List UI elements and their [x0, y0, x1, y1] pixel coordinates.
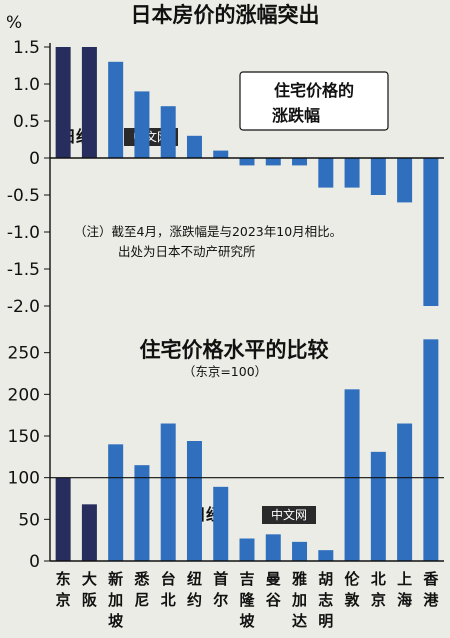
x-category-label: 纽 [187, 570, 202, 588]
x-category-label: 京 [371, 591, 386, 609]
bar-北京 [370, 451, 386, 561]
bar-吉隆坡 [239, 538, 255, 561]
x-category-label: 北 [161, 591, 176, 609]
legend-line-2: 涨跌幅 [272, 106, 320, 125]
bar-大阪 [81, 47, 97, 158]
bar-上海 [397, 158, 413, 203]
bar-吉隆坡 [239, 158, 255, 166]
bar-曼谷 [265, 158, 281, 166]
x-category-label: 北 [371, 570, 386, 588]
bar-大阪 [81, 504, 97, 561]
x-category-label: 上 [397, 570, 412, 588]
bar-曼谷 [265, 534, 281, 561]
bar-胡志明 [318, 158, 334, 188]
y-tick-label: 250 [8, 344, 40, 364]
bar-台北 [160, 106, 176, 158]
y-tick-label: 1.5 [13, 38, 40, 58]
note-line-2: 出处为日本不动产研究所 [118, 244, 256, 259]
bar-伦敦 [344, 389, 360, 561]
x-category-label: 东 [56, 570, 71, 588]
y-tick-label: 0 [29, 149, 40, 169]
chart2-title: 住宅价格水平的比较 [140, 338, 329, 362]
bar-东京 [55, 47, 71, 158]
bar-北京 [370, 158, 386, 195]
bar-首尔 [213, 150, 229, 158]
x-category-label: 港 [423, 591, 439, 609]
bar-香港 [423, 339, 439, 561]
x-category-label: 加 [291, 591, 307, 609]
y-tick-label: -1.5 [7, 260, 40, 280]
x-category-label: 坡 [108, 612, 123, 630]
bar-东京 [55, 477, 71, 561]
x-category-label: 敦 [345, 591, 361, 609]
y-tick-label: -0.5 [7, 186, 40, 206]
watermark-badge [262, 506, 316, 524]
x-category-label: 台 [161, 570, 176, 588]
bar-纽约 [186, 135, 202, 158]
y-tick-label: 1.0 [13, 75, 40, 95]
bar-新加坡 [108, 61, 124, 158]
y-tick-label: -2.0 [7, 297, 40, 317]
y-tick-label: 200 [8, 385, 40, 405]
x-category-label: 海 [397, 591, 412, 609]
x-category-label: 香 [423, 570, 438, 588]
x-category-label: 吉 [239, 570, 254, 588]
bar-悉尼 [134, 91, 150, 158]
bar-雅加达 [292, 158, 308, 166]
x-category-label: 阪 [82, 591, 98, 609]
x-category-label: 谷 [266, 591, 282, 609]
x-category-label: 曼 [266, 570, 281, 588]
y-tick-label: 0 [29, 552, 40, 572]
y-tick-label: 0.5 [13, 112, 40, 132]
legend-line-1: 住宅价格的 [274, 81, 354, 100]
x-category-label: 胡 [318, 570, 333, 588]
x-category-label: 首 [213, 570, 228, 588]
x-category-label: 加 [107, 591, 123, 609]
y-tick-label: -1.0 [7, 223, 40, 243]
bar-台北 [160, 423, 176, 561]
x-category-label: 京 [56, 591, 71, 609]
x-category-label: 尼 [134, 591, 149, 609]
bar-纽约 [186, 441, 202, 561]
x-category-label: 达 [292, 612, 307, 630]
chart2-subtitle: （东京=100） [183, 364, 267, 379]
y-axis-unit: % [6, 13, 22, 33]
bar-悉尼 [134, 465, 150, 561]
watermark-text: 中文网 [271, 507, 307, 522]
x-category-label: 悉 [133, 570, 150, 588]
x-category-label: 新 [108, 570, 123, 588]
x-category-label: 志 [318, 591, 333, 609]
x-category-label: 隆 [239, 591, 255, 609]
watermark-bottom: 日经 中文网 [190, 505, 316, 524]
x-category-label: 雅 [291, 570, 307, 588]
y-tick-label: 50 [18, 510, 40, 530]
x-category-label: 约 [187, 591, 202, 609]
chart-marks: 1.5 1.0 0.5 0 -0.5 -1.0 -1.5 -2.0 250 200 150 100 50… [7, 38, 444, 630]
legend-box [239, 71, 389, 131]
y-tick-label: 100 [8, 469, 40, 489]
chart1-title: 日本房价的涨幅突出 [131, 3, 320, 27]
x-category-label: 明 [318, 612, 333, 630]
bar-首尔 [213, 486, 229, 561]
x-category-label: 尔 [213, 591, 228, 609]
note-line-1: （注）截至4月，涨跌幅是与2023年10月相比。 [74, 224, 342, 239]
bar-胡志明 [318, 550, 334, 561]
bar-香港 [423, 158, 439, 306]
x-category-label: 伦 [345, 570, 361, 588]
y-tick-label: 150 [8, 427, 40, 447]
bar-上海 [397, 423, 413, 561]
bar-雅加达 [292, 541, 308, 561]
x-category-label: 大 [82, 570, 97, 588]
bar-伦敦 [344, 158, 360, 188]
x-category-label: 坡 [239, 612, 254, 630]
bar-新加坡 [108, 444, 124, 561]
